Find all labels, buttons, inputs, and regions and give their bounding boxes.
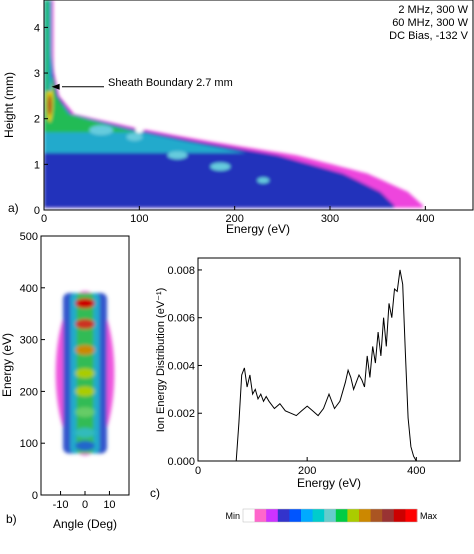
panel-a-band-inner xyxy=(44,77,138,133)
panel-b-band xyxy=(75,427,95,438)
panel-c-x-tick-label: 0 xyxy=(195,465,201,477)
panel-a-column-core xyxy=(45,0,49,92)
panel-c-y-tick-label: 0.002 xyxy=(167,408,195,420)
panel-c-line-chart: 0 200 400 0.000 0.002 0.004 0.006 0.008 c) Ene… xyxy=(150,257,461,500)
panel-b-label: b) xyxy=(6,512,17,526)
panel-c-y-ticks: 0.000 0.002 0.004 0.006 0.008 xyxy=(167,265,202,468)
panel-c-y-tick-label: 0.006 xyxy=(167,313,195,325)
panel-a-band-mid xyxy=(44,105,247,153)
panel-b-band xyxy=(75,440,95,451)
colorbar-cell xyxy=(312,509,325,522)
panel-c-x-tick-label: 400 xyxy=(407,465,425,477)
panel-a-conditions: 2 MHz, 300 W60 MHz, 300 WDC Bias, -132 V xyxy=(389,4,469,42)
panel-a-plot-area xyxy=(44,0,423,208)
panel-a-x-tick-label: 200 xyxy=(225,213,243,225)
panel-a-y-label: Height (mm) xyxy=(2,72,16,138)
panel-b-y-ticks: 0 100 200 300 400 500 xyxy=(20,231,45,502)
colorbar-cell xyxy=(266,509,279,522)
panel-b-y-tick-label: 100 xyxy=(20,438,38,450)
panel-c-label: c) xyxy=(150,486,160,500)
colorbar-cell xyxy=(382,509,395,522)
colorbar-cell xyxy=(289,509,302,522)
panel-c-y-label: Ion Energy Distribution (eV⁻¹) xyxy=(155,288,167,433)
panel-a-frame xyxy=(43,0,474,211)
panel-a-blob xyxy=(257,177,270,184)
panel-a-y-tick-label: 4 xyxy=(34,22,40,34)
panel-a-blob xyxy=(126,132,143,141)
panel-b-y-tick-label: 300 xyxy=(20,335,38,347)
panel-b-band xyxy=(75,344,95,355)
panel-b-x-tick-label: 0 xyxy=(82,499,88,511)
panel-a-band-main xyxy=(44,0,395,208)
colorbar-cell xyxy=(359,509,371,522)
ion-energy-distribution-line xyxy=(235,269,417,462)
colorbar-cell xyxy=(324,509,337,522)
panel-a-hotspot-brown xyxy=(47,95,52,115)
panel-b-band xyxy=(75,319,95,330)
panel-a-condition: 2 MHz, 300 W xyxy=(398,4,468,16)
panel-b-y-label: Energy (eV) xyxy=(0,333,14,397)
panel-c-y-tick-label: 0.004 xyxy=(167,360,195,372)
panel-c-y-tick-label: 0.000 xyxy=(167,456,195,468)
panel-b-plot-area xyxy=(55,290,115,456)
colorbar-cell xyxy=(254,509,267,522)
colorbar-cell xyxy=(301,509,313,522)
panel-c-x-tick-label: 200 xyxy=(298,465,316,477)
panel-a-heatmap: 0 100 200 300 400 0 1 2 3 4 2 MHz, 300 W60 MHz, … xyxy=(2,0,474,236)
panel-a-blob xyxy=(89,125,114,136)
colorbar-cell xyxy=(405,509,418,522)
colorbar-cell xyxy=(277,509,290,522)
colorbar-cell xyxy=(335,509,348,522)
panel-b-band xyxy=(75,407,95,418)
panel-a-blob-peak xyxy=(135,127,144,134)
panel-b-heatmap: -10 0 10 0 100 200 300 400 500 b) Angle (Deg) E… xyxy=(0,231,130,531)
colorbar: Min Max xyxy=(225,508,438,523)
panel-a-x-label: Energy (eV) xyxy=(226,222,290,236)
panel-a-y-tick-label: 3 xyxy=(34,68,40,80)
panel-b-band xyxy=(75,368,95,379)
panel-b-x-tick-label: -10 xyxy=(53,499,69,511)
panel-b-x-label: Angle (Deg) xyxy=(53,517,117,531)
colorbar-cell xyxy=(243,509,255,522)
sheath-annotation: Sheath Boundary 2.7 mm xyxy=(108,77,233,89)
colorbar-frame xyxy=(242,508,418,523)
panel-b-y-tick-label: 500 xyxy=(20,231,38,243)
panel-a-condition: DC Bias, -132 V xyxy=(389,30,469,42)
panel-b-x-tick-label: 10 xyxy=(103,499,115,511)
colorbar-cell xyxy=(393,509,406,522)
panel-c-x-label: Energy (eV) xyxy=(297,476,361,490)
panel-a-x-tick-label: 100 xyxy=(130,213,148,225)
panel-b-y-tick-label: 400 xyxy=(20,283,38,295)
panel-a-y-tick-label: 2 xyxy=(34,114,40,126)
panel-c-frame xyxy=(197,257,461,462)
panel-a-x-tick-label: 400 xyxy=(416,213,434,225)
panel-a-x-tick-label: 0 xyxy=(41,213,47,225)
panel-b-band xyxy=(75,298,95,309)
panel-b-y-tick-label: 0 xyxy=(32,490,38,502)
panel-a-x-tick-label: 300 xyxy=(321,213,339,225)
panel-a-condition: 60 MHz, 300 W xyxy=(392,17,468,29)
panel-a-blob xyxy=(210,162,231,171)
panel-c-y-tick-label: 0.008 xyxy=(167,265,195,277)
colorbar-cell xyxy=(347,509,360,522)
panel-a-x-ticks: 0 100 200 300 400 xyxy=(41,206,435,225)
panel-b-x-ticks: -10 0 10 xyxy=(53,491,116,511)
panel-c-x-ticks: 0 200 400 xyxy=(195,457,426,477)
panel-a-y-tick-label: 0 xyxy=(34,205,40,217)
panel-b-band xyxy=(75,386,95,397)
sheath-arrow-head-icon xyxy=(51,83,60,90)
panel-b-y-tick-label: 200 xyxy=(20,386,38,398)
colorbar-min-label: Min xyxy=(225,511,240,521)
panel-a-y-ticks: 0 1 2 3 4 xyxy=(34,22,48,217)
panel-a-blob xyxy=(167,151,188,160)
colorbar-cell xyxy=(370,509,383,522)
panel-a-label: a) xyxy=(8,201,19,215)
panel-a-y-tick-label: 1 xyxy=(34,159,40,171)
colorbar-max-label: Max xyxy=(420,511,438,521)
